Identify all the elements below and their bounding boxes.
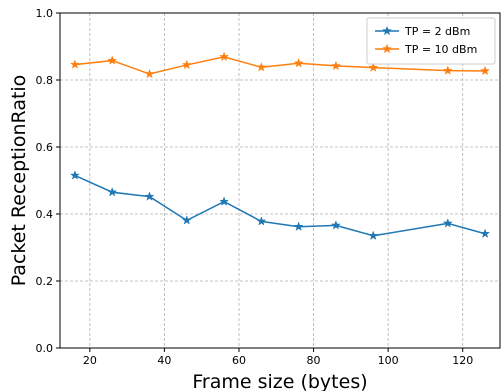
data-point (107, 55, 118, 65)
series-2 (69, 51, 491, 79)
data-point (219, 196, 230, 206)
series-layer (69, 51, 491, 241)
data-point (256, 216, 267, 226)
legend-marker (381, 25, 393, 36)
data-point (368, 230, 379, 241)
legend-entry: TP = 10 dBm (375, 43, 477, 56)
legend: TP = 2 dBm TP = 10 dBm (366, 17, 496, 65)
data-point (442, 65, 453, 75)
data-point (368, 62, 379, 72)
data-point (293, 57, 304, 68)
legend-label: TP = 2 dBm (404, 25, 470, 38)
legend-label: TP = 10 dBm (404, 43, 477, 56)
x-tick-label: 20 (83, 354, 97, 367)
x-tick-label: 60 (232, 354, 246, 367)
data-point (181, 59, 192, 70)
data-point (107, 186, 118, 197)
x-tick-label: 100 (378, 354, 399, 367)
data-point (69, 59, 80, 69)
axis-ticks: 20 40 60 80 100 120 0.0 0.2 0.4 0.6 0.8 1.0 (36, 7, 474, 367)
data-point (256, 62, 267, 72)
y-tick-label: 0.8 (36, 74, 54, 87)
plot-frame (59, 12, 501, 349)
y-tick-label: 0.2 (36, 275, 54, 288)
x-tick-label: 40 (157, 354, 171, 367)
y-tick-label: 1.0 (36, 7, 54, 20)
series-line (74, 174, 486, 237)
y-tick-label: 0.4 (36, 208, 54, 221)
data-point (442, 218, 453, 228)
data-point (219, 51, 230, 62)
y-axis-label: Packet ReceptionRatio (8, 75, 30, 287)
legend-marker (381, 43, 393, 54)
x-tick-label: 80 (307, 354, 321, 367)
data-point (181, 215, 192, 225)
series-1 (69, 170, 491, 241)
legend-entry: TP = 2 dBm (375, 25, 470, 38)
x-axis-label: Frame size (bytes) (192, 371, 367, 391)
y-tick-label: 0.0 (36, 342, 54, 355)
data-point (480, 228, 491, 239)
data-point (69, 170, 80, 180)
data-point (330, 220, 341, 230)
data-point (480, 65, 491, 76)
data-point (144, 68, 155, 79)
y-tick-label: 0.6 (36, 141, 54, 154)
data-point (330, 60, 341, 71)
x-tick-label: 120 (452, 354, 473, 367)
legend-box (366, 17, 496, 65)
data-point (293, 221, 304, 231)
data-point (144, 191, 155, 201)
